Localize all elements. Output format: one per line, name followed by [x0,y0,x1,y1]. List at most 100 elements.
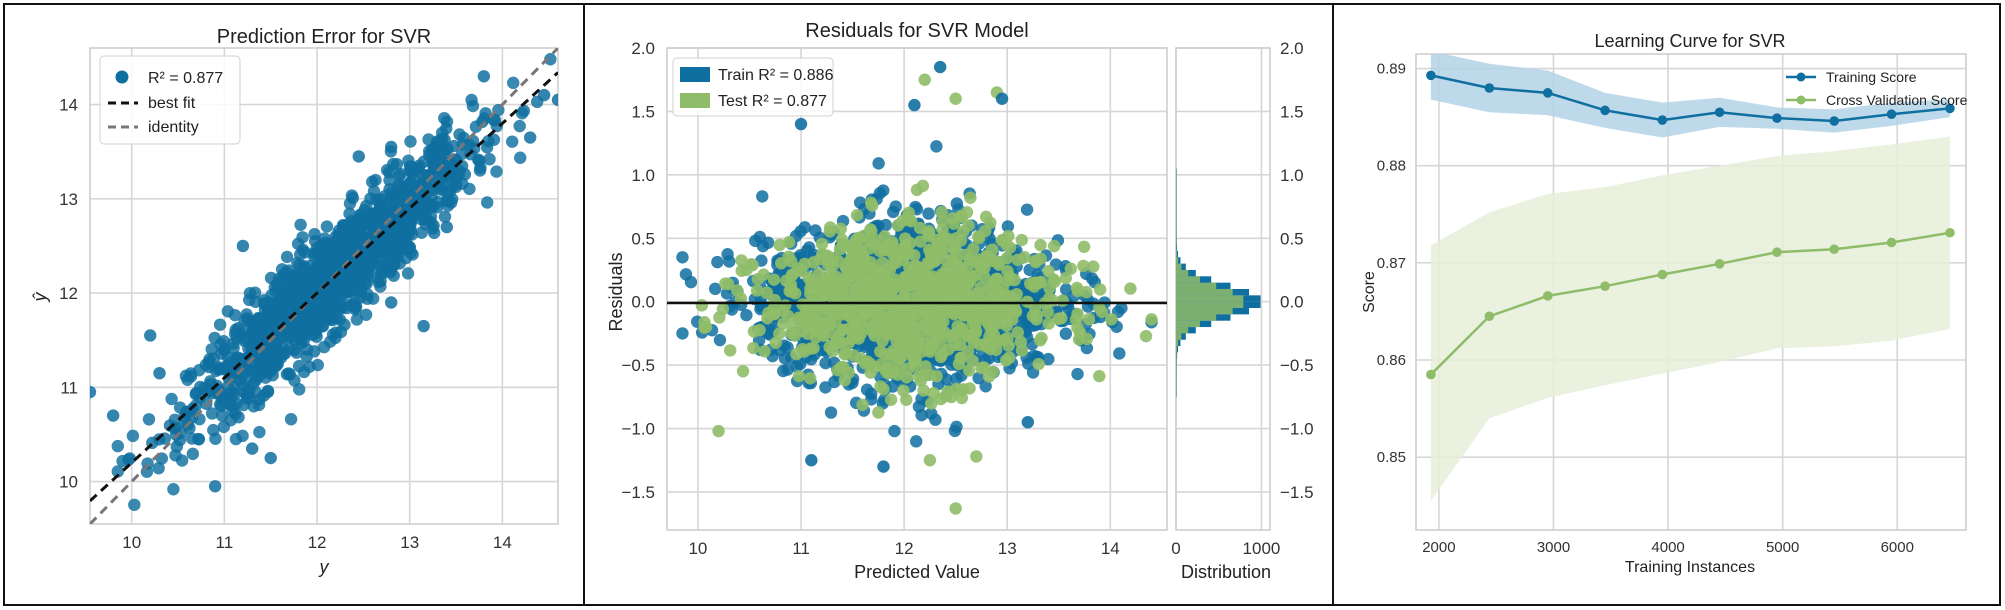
cv-score-point [1714,259,1725,269]
residual-point [864,305,878,319]
residual-point [676,327,689,340]
test-histogram-bar [1176,352,1177,359]
residual-point [1042,292,1056,305]
cv-score-point [1600,281,1610,291]
data-point [383,174,396,187]
y-tick-label: 0.85 [1377,449,1406,466]
residual-point [1042,317,1056,330]
data-point [284,412,298,426]
residual-point [873,187,887,200]
residual-point [1071,307,1084,321]
data-point [384,262,398,275]
x-tick-label: 10 [122,533,141,552]
residual-point [972,230,985,243]
data-point [227,337,240,350]
data-point [544,53,557,66]
residual-point [972,371,985,385]
residual-point [802,241,816,254]
residual-point [866,262,879,275]
residual-point [816,327,829,341]
residual-point [888,281,902,294]
data-point [390,158,404,171]
residual-point [872,406,885,419]
data-point [128,498,141,511]
residual-point [753,230,767,244]
prediction-error-chart: 10 11 12 13 14 10 11 12 13 14 Prediction Error fo… [30,26,559,577]
residual-point [747,325,761,338]
residual-point [776,304,790,318]
data-point [264,271,278,285]
data-point [208,480,222,493]
data-point [395,193,409,207]
data-point [438,111,451,125]
axes-frame [1415,53,1967,531]
residual-point [1093,369,1106,383]
residual-point [719,277,732,290]
residual-point [767,273,781,286]
training-score-point [1426,70,1436,81]
residual-point [1072,333,1086,346]
residual-point [736,365,750,378]
y-tick-label: 1.5 [631,102,655,121]
y-tick-label: 11 [60,378,78,397]
train-histogram-bar [1176,339,1181,347]
x-axis-label: y [318,557,330,577]
residual-point [1015,233,1028,247]
data-point [285,276,298,289]
residual-point [1082,312,1096,326]
data-point [352,150,365,163]
distribution-histogram [1176,168,1261,397]
data-point [320,220,334,233]
data-point [267,298,280,311]
dist-y-tick-label: 2.0 [1280,39,1304,58]
residual-point [845,269,858,283]
test-histogram-bar [1176,276,1201,283]
data-point [269,285,283,299]
residual-point [832,255,845,268]
y-tick-label: 0.0 [631,293,655,312]
test-histogram-bar [1176,339,1179,347]
legend-label-training: Training Score [1826,69,1917,85]
data-point [220,392,233,405]
residual-point [971,286,984,300]
x-tick-label: 11 [792,539,810,558]
residual-point [819,381,832,394]
legend-label-test: Test R² = 0.877 [718,93,827,110]
data-point [184,370,198,383]
residual-point [756,190,769,203]
data-point [280,250,294,264]
data-point [506,135,519,148]
cv-score-point [1657,269,1668,280]
legend-label-train: Train R² = 0.886 [718,67,834,84]
residual-point [876,310,889,324]
residual-point [934,350,948,364]
residual-point [805,454,818,467]
residual-point [949,92,962,105]
data-point [329,230,342,243]
data-point [391,244,405,257]
y-axis-label: ŷ [30,292,50,304]
data-point [186,447,200,461]
data-point [258,366,271,379]
residual-point [850,208,864,222]
residual-point [934,340,947,353]
residual-point [916,179,930,193]
residual-point [1064,262,1078,275]
residual-point [1021,415,1035,429]
data-point [126,429,140,443]
x-axis-label: Training Instances [1625,559,1755,576]
residual-point [684,275,698,289]
data-point [384,140,398,154]
residual-point [1047,239,1061,253]
cv-score-point [1829,244,1840,255]
residual-point [1124,282,1137,295]
residual-point [709,282,722,296]
residual-point [854,284,868,297]
data-point [384,296,398,309]
data-point [207,423,220,437]
test-histogram-bar [1176,314,1217,321]
distribution-tick-labels: 0 1000 −1.5 −1.0 −0.5 0.0 0.5 1.0 1.5 2.0 [1171,39,1313,558]
residual-point [943,293,957,307]
legend-box [672,57,834,117]
data-point [236,239,250,253]
